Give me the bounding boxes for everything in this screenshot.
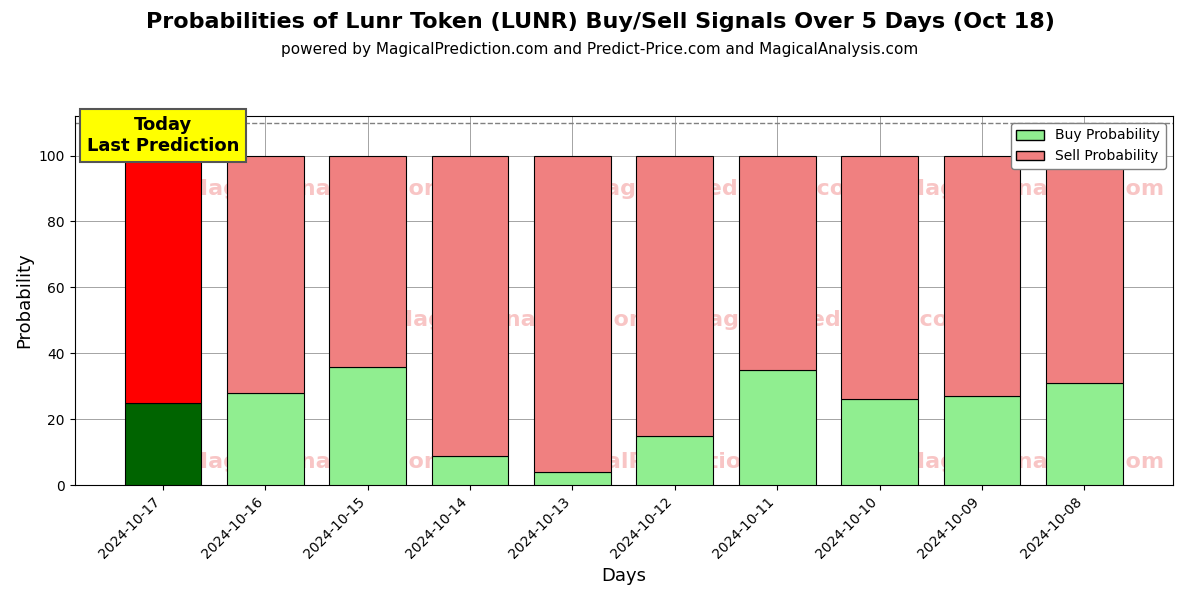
Legend: Buy Probability, Sell Probability: Buy Probability, Sell Probability [1010,123,1165,169]
Text: MagicalPrediction.com: MagicalPrediction.com [583,179,869,199]
Y-axis label: Probability: Probability [16,253,34,349]
Bar [227,393,304,485]
Bar [943,155,1020,396]
Bar [329,367,406,485]
Text: Probabilities of Lunr Token (LUNR) Buy/Sell Signals Over 5 Days (Oct 18): Probabilities of Lunr Token (LUNR) Buy/S… [145,12,1055,32]
Text: MagicalAnalysis.com: MagicalAnalysis.com [902,179,1164,199]
Bar [432,155,509,455]
Bar [227,155,304,393]
Bar [432,455,509,485]
Bar [636,436,713,485]
Bar [739,370,816,485]
Bar [636,155,713,436]
Bar [1046,383,1123,485]
Text: Today
Last Prediction: Today Last Prediction [86,116,239,155]
Text: MagicalAnalysis.com: MagicalAnalysis.com [186,452,448,472]
Text: MagicalPrediction.com: MagicalPrediction.com [685,310,971,331]
Bar [841,400,918,485]
Bar [739,155,816,370]
Text: MagicalAnalysis.com: MagicalAnalysis.com [391,310,652,331]
Bar [125,403,202,485]
Text: MagicalAnalysis.com: MagicalAnalysis.com [186,179,448,199]
X-axis label: Days: Days [601,567,646,585]
Bar [329,155,406,367]
Bar [943,396,1020,485]
Bar [841,155,918,400]
Bar [534,155,611,472]
Text: MagicalAnalysis.com: MagicalAnalysis.com [902,452,1164,472]
Text: MagicalPrediction.com: MagicalPrediction.com [532,452,817,472]
Bar [1046,155,1123,383]
Bar [125,155,202,403]
Text: powered by MagicalPrediction.com and Predict-Price.com and MagicalAnalysis.com: powered by MagicalPrediction.com and Pre… [281,42,919,57]
Bar [534,472,611,485]
